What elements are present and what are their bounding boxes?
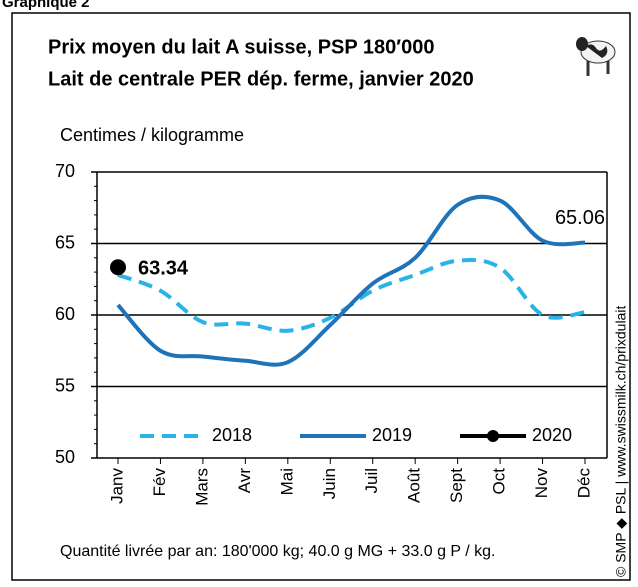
y-axis-label: Centimes / kilogramme — [60, 125, 244, 145]
x-tick-label: Déc — [574, 468, 593, 499]
source: © SMP ◆ PSL | www.swissmilk.ch/prixdulai… — [613, 306, 629, 577]
x-tick-label: Oct — [490, 468, 509, 495]
x-tick-label: Août — [405, 468, 424, 503]
data-label: 63.34 — [138, 258, 189, 280]
y-tick-label: 65 — [55, 232, 75, 252]
chart-title: Prix moyen du lait A suisse, PSP 180′000 — [48, 36, 434, 58]
line-series — [118, 197, 585, 365]
y-tick-label: 55 — [55, 375, 75, 395]
legend-label: 2019 — [372, 425, 412, 445]
x-tick-label: Avr — [235, 468, 254, 494]
y-tick-label: 50 — [55, 447, 75, 467]
y-tick-label: 60 — [55, 304, 75, 324]
x-tick-label: Juin — [320, 468, 339, 499]
x-tick-label: Mars — [192, 468, 211, 506]
y-tick-label: 70 — [55, 161, 75, 181]
cow-icon — [576, 37, 615, 76]
figure-label: Graphique 2 — [2, 0, 90, 11]
x-tick-label: Nov — [532, 468, 551, 499]
legend-label: 2020 — [532, 425, 572, 445]
chart: Graphique 2 Prix moyen du lait A suisse,… — [0, 0, 638, 587]
x-tick-label: Juil — [362, 468, 381, 494]
x-tick-label: Janv — [107, 468, 126, 504]
legend-label: 2018 — [212, 425, 252, 445]
x-tick-label: Mai — [277, 468, 296, 495]
page: {"figure_label": "Graphique 2", "chart_d… — [0, 0, 638, 587]
chart-subtitle: Lait de centrale PER dép. ferme, janvier… — [48, 68, 474, 90]
footnote: Quantité livrée par an: 180'000 kg; 40.0… — [60, 543, 495, 560]
legend-marker — [487, 430, 499, 442]
x-tick-label: Sept — [447, 468, 466, 503]
point — [110, 259, 126, 275]
x-tick-label: Fév — [150, 468, 169, 497]
data-label: 65.06 — [555, 207, 605, 229]
